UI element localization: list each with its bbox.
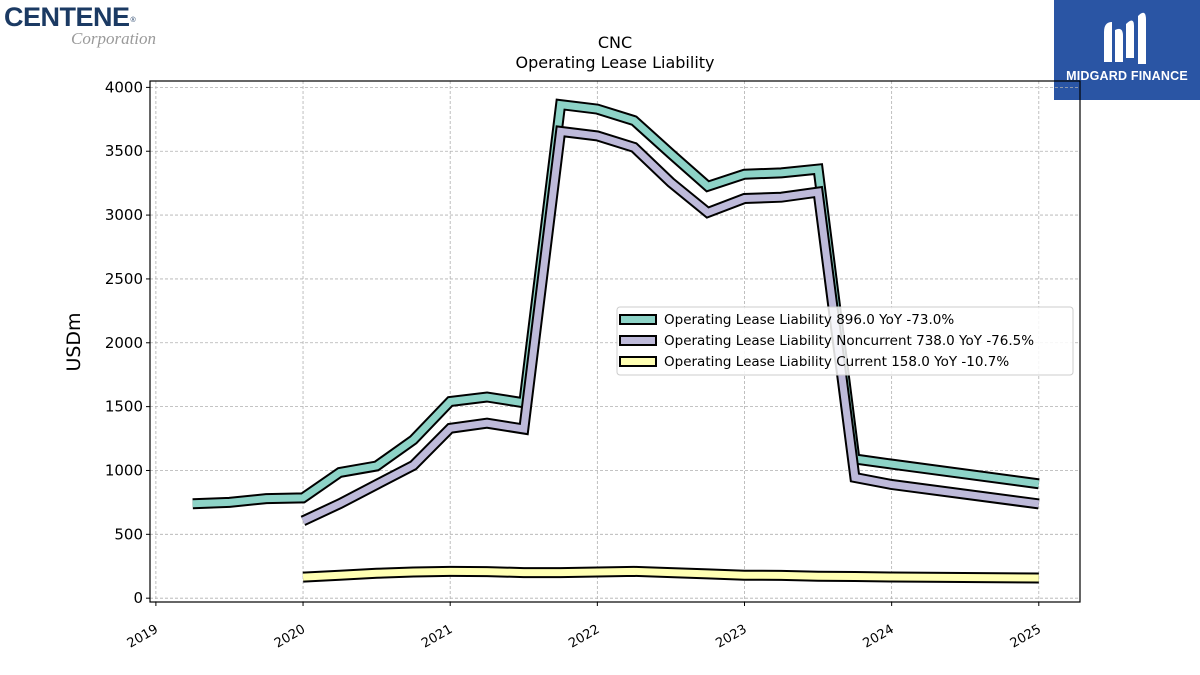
series-3 — [302, 565, 1039, 584]
legend-label: Operating Lease Liability Noncurrent 738… — [664, 333, 1034, 349]
midgard-emblem-icon — [1104, 12, 1146, 65]
legend-swatch — [619, 356, 657, 367]
y-axis-label: USDm — [63, 312, 85, 371]
y-tick-label: 4000 — [105, 78, 143, 96]
midgard-finance-logo: MIDGARD FINANCE — [1054, 0, 1200, 100]
chart-grid — [150, 81, 1080, 602]
centene-wordmark: CENTENE® — [4, 2, 136, 32]
centene-subtitle: Corporation — [71, 29, 157, 48]
y-tick-label: 2000 — [105, 334, 143, 352]
y-tick-label: 2500 — [105, 270, 143, 288]
x-tick-label: 2021 — [419, 622, 455, 652]
chart-subtitle: Operating Lease Liability — [515, 53, 714, 72]
series-line — [301, 127, 1040, 525]
series-1 — [192, 98, 1040, 510]
x-tick-label: 2023 — [713, 622, 749, 652]
y-tick-label: 1500 — [105, 398, 143, 416]
chart-title: CNC — [598, 33, 632, 52]
x-tick-label: 2025 — [1008, 622, 1044, 652]
y-tick-label: 1000 — [105, 461, 143, 479]
x-tick-label: 2022 — [566, 622, 602, 652]
y-tick-label: 3000 — [105, 206, 143, 224]
series-2 — [300, 125, 1040, 526]
legend-label: Operating Lease Liability 896.0 YoY -73.… — [664, 312, 954, 328]
y-tick-label: 3500 — [105, 142, 143, 160]
legend-swatch — [619, 314, 657, 325]
x-tick-label: 2019 — [125, 622, 161, 652]
midgard-finance-wordmark: MIDGARD FINANCE — [1066, 69, 1188, 83]
legend: Operating Lease Liability 896.0 YoY -73.… — [616, 306, 1074, 376]
x-tick-label: 2024 — [861, 622, 897, 652]
plot-frame — [149, 80, 1081, 603]
x-tick-label: 2020 — [272, 622, 308, 652]
series-line — [302, 567, 1039, 582]
y-tick-label: 500 — [114, 525, 143, 543]
legend-swatch — [619, 335, 657, 346]
y-tick-label: 0 — [133, 589, 143, 607]
centene-logo: CENTENE® Corporation — [4, 2, 157, 48]
legend-label: Operating Lease Liability Current 158.0 … — [664, 354, 1009, 370]
legend-box — [616, 306, 1074, 376]
series-outline — [192, 98, 1040, 510]
series-layer — [192, 98, 1040, 584]
series-line — [192, 100, 1040, 508]
